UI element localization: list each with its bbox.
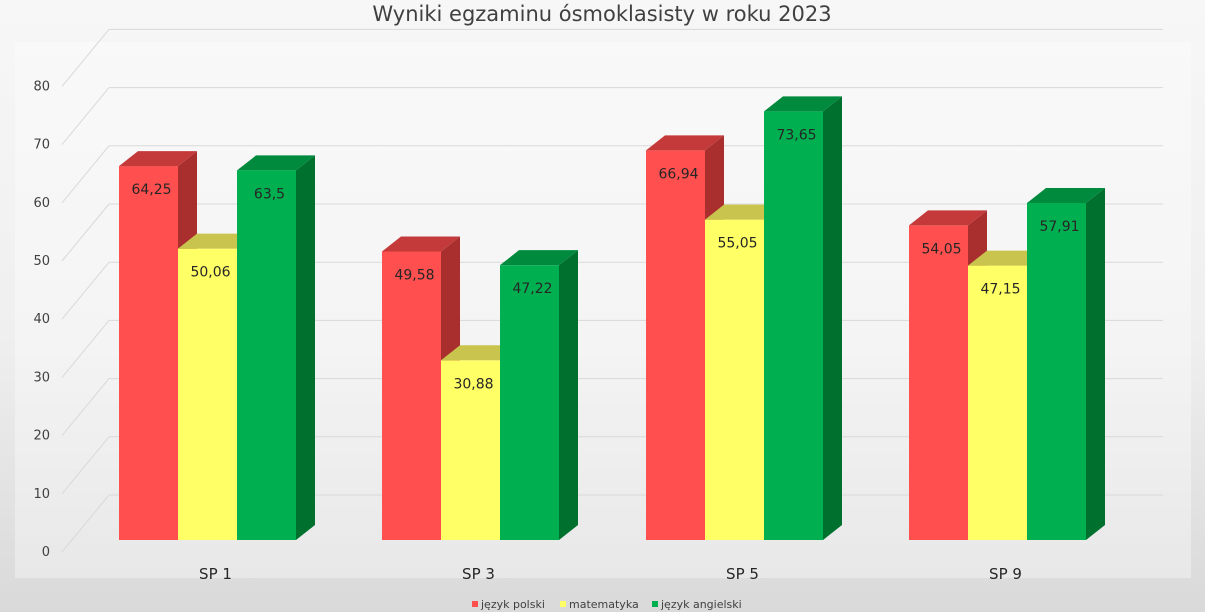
data-label: 47,22 <box>512 281 552 297</box>
x-category-label: SP 3 <box>462 565 495 583</box>
legend: język polski matematyka język angielski <box>472 598 742 611</box>
x-category-label: SP 5 <box>726 565 759 583</box>
y-tick-label: 10 <box>33 487 50 502</box>
data-label: 66,94 <box>658 166 698 182</box>
bar-front <box>1027 202 1086 540</box>
legend-item: matematyka <box>560 598 639 611</box>
bar <box>764 96 842 541</box>
bar-top <box>1027 187 1105 203</box>
gridline-diagonal <box>61 87 110 145</box>
data-label: 47,15 <box>980 282 1020 298</box>
data-label: 50,06 <box>190 265 230 281</box>
bar-side <box>823 96 842 541</box>
y-tick-label: 70 <box>33 138 50 153</box>
bars <box>119 96 1105 541</box>
bar-front <box>705 219 764 540</box>
gridline-diagonal <box>61 494 110 553</box>
data-label: 73,65 <box>776 127 816 143</box>
bar-front <box>909 225 968 540</box>
legend-swatch <box>472 601 478 607</box>
gridline-diagonal <box>61 29 110 87</box>
data-labels: 64,25 50,06 63,5 49,58 30,88 47,22 66,94 55,05 7… <box>131 127 1079 392</box>
bar-top <box>909 210 987 226</box>
gridline-diagonal <box>61 145 110 204</box>
y-tick-label: 60 <box>33 196 50 211</box>
legend-label: matematyka <box>569 598 639 611</box>
y-tick-label: 50 <box>33 254 50 269</box>
data-label: 57,91 <box>1039 219 1079 235</box>
bar-side <box>559 250 578 540</box>
bar <box>1027 187 1105 540</box>
x-category-label: SP 9 <box>989 565 1022 583</box>
bar-top <box>237 155 315 171</box>
data-label: 54,05 <box>921 241 961 257</box>
bar-front <box>764 111 823 541</box>
legend-label: język polski <box>480 598 545 611</box>
legend-item: język polski <box>472 598 545 611</box>
data-label: 55,05 <box>717 236 757 252</box>
x-axis-categories: SP 1 SP 3 SP 5 SP 9 <box>199 565 1022 583</box>
bar-front <box>646 150 705 541</box>
gridline-diagonal <box>61 436 110 495</box>
bar-top <box>500 250 578 266</box>
bar-front <box>441 360 500 540</box>
data-label: 63,5 <box>254 186 285 202</box>
gridline-diagonal <box>61 261 110 320</box>
bar-top <box>178 233 256 249</box>
chart-title: Wyniki egzaminu ósmoklasisty w roku 2023 <box>372 2 831 26</box>
y-tick-label: 20 <box>33 429 50 444</box>
bar-top <box>646 135 724 151</box>
bar-top <box>382 236 460 252</box>
y-tick-label: 40 <box>33 312 50 327</box>
bar-side <box>296 155 315 540</box>
bar-front <box>237 170 296 540</box>
bar-front <box>119 166 178 540</box>
legend-item: język angielski <box>652 598 742 611</box>
data-label: 30,88 <box>453 376 493 392</box>
gridline-diagonal <box>61 378 110 436</box>
gridline-diagonal <box>61 320 110 378</box>
y-tick-label: 30 <box>33 370 50 385</box>
bar <box>500 250 578 540</box>
bar-front <box>382 251 441 540</box>
bar <box>237 155 315 540</box>
x-category-label: SP 1 <box>199 565 232 583</box>
legend-label: język angielski <box>660 598 742 611</box>
bar-front <box>968 265 1027 540</box>
bar-top <box>705 204 783 220</box>
gridline-diagonal <box>61 203 110 262</box>
legend-swatch <box>560 601 566 607</box>
y-tick-label: 80 <box>33 79 50 94</box>
bar-top <box>441 345 519 361</box>
bar-top <box>764 96 842 112</box>
legend-swatch <box>652 601 658 607</box>
data-label: 49,58 <box>394 267 434 283</box>
bar-top <box>968 250 1046 266</box>
bar-front <box>178 248 237 540</box>
y-axis-ticks: 0 10 20 30 40 50 60 70 80 <box>33 79 50 560</box>
y-tick-label: 0 <box>42 545 50 560</box>
data-label: 64,25 <box>131 182 171 198</box>
bar-side <box>1086 187 1105 540</box>
bar-top <box>119 151 197 167</box>
bar-front <box>500 265 559 540</box>
